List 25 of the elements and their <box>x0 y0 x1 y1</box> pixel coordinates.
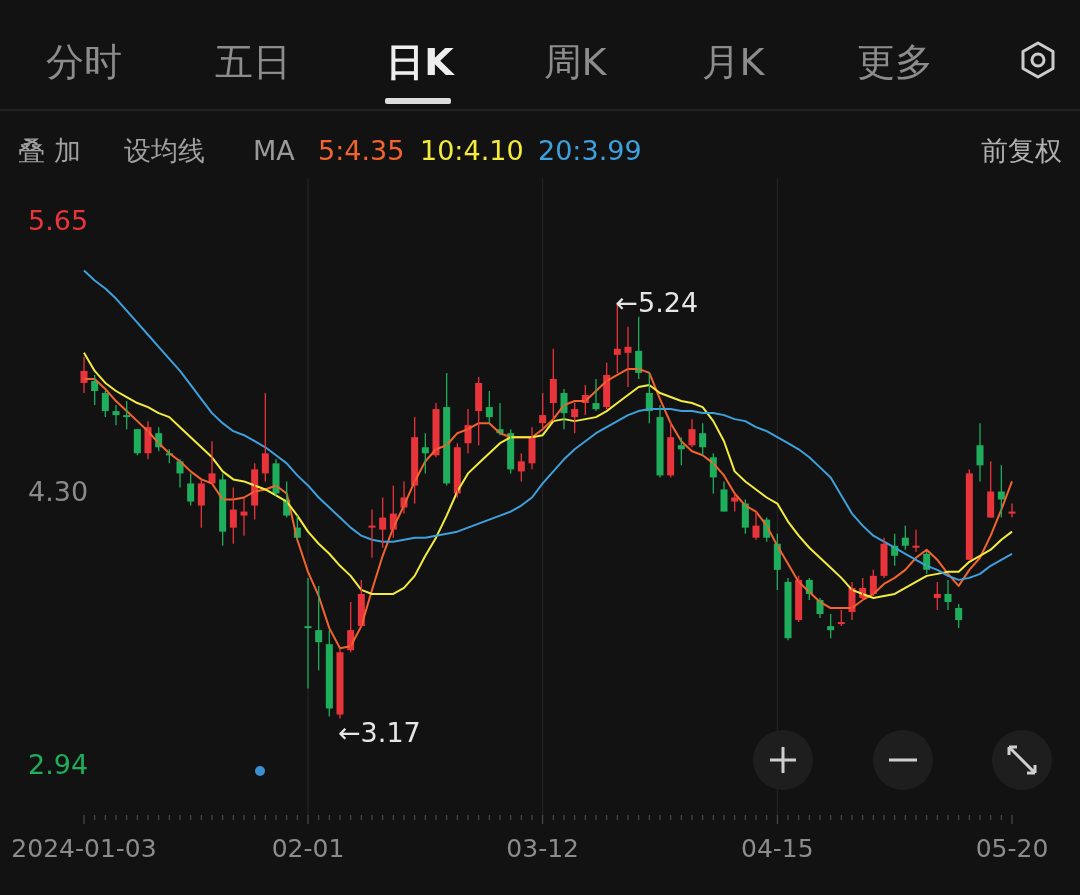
candlestick <box>187 472 195 507</box>
text: 20:3.99 <box>538 135 642 166</box>
x-tick-label: 02-01 <box>271 834 345 863</box>
text: 周K <box>543 40 608 84</box>
text: 10:4.10 <box>420 135 524 166</box>
y-tick-label: 5.65 <box>28 204 89 236</box>
text: 5:4.35 <box>318 135 405 166</box>
text: 更多 <box>857 40 933 84</box>
text: 设均线 <box>124 135 205 166</box>
text: 叠 加 <box>18 135 81 166</box>
x-tick-label: 04-15 <box>741 834 814 863</box>
text: 分时 <box>46 40 122 84</box>
x-tick-label: 2024-01-03 <box>11 834 157 863</box>
text: 前复权 <box>981 135 1062 166</box>
text: 月K <box>701 40 766 84</box>
annotation: ←3.17 <box>338 716 421 748</box>
candlestick <box>997 464 1005 519</box>
legend-title: MA <box>253 135 296 166</box>
y-tick-label: 4.30 <box>28 475 89 507</box>
x-tick-label: 03-12 <box>506 834 579 863</box>
x-tick-label: 05-20 <box>975 834 1049 863</box>
annotation: ←5.24 <box>615 287 699 319</box>
text: 五日 <box>215 40 291 84</box>
text: 日K <box>386 40 456 84</box>
y-tick-label: 2.94 <box>28 749 89 781</box>
